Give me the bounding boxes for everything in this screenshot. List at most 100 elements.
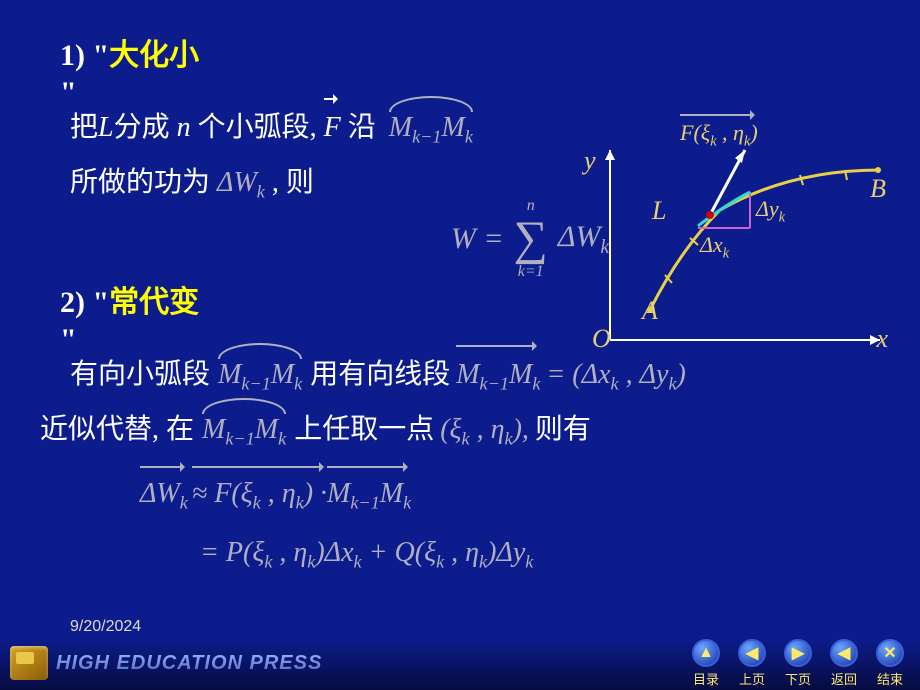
- x-axis-label: x: [876, 324, 888, 354]
- s: k: [296, 493, 304, 513]
- t: 分成: [114, 112, 170, 143]
- A-label: A: [642, 296, 658, 326]
- t: ): [750, 120, 757, 145]
- B-label: B: [870, 174, 886, 204]
- W-eq: W =: [451, 222, 504, 256]
- arc2: Mk−1Mk: [218, 351, 302, 400]
- s: k: [505, 428, 513, 448]
- sigma-symbol: ∑: [514, 212, 548, 265]
- dx-label: Δxk: [700, 232, 729, 262]
- quote-open: ": [93, 39, 110, 72]
- brand-text: HIGH EDUCATION PRESS: [56, 652, 322, 675]
- s: k: [354, 551, 362, 571]
- t: , η: [261, 478, 296, 509]
- t: 上任取一点: [294, 406, 434, 454]
- t: , η: [470, 414, 505, 445]
- M: M: [442, 112, 465, 143]
- s: k: [294, 374, 302, 394]
- nav-toc-button[interactable]: ▲ 目录: [692, 639, 720, 688]
- t: 用有向线段: [310, 351, 450, 399]
- s: k: [253, 493, 261, 513]
- s: k: [532, 374, 540, 394]
- M: M: [202, 414, 225, 445]
- L-label: L: [652, 196, 666, 226]
- quote-open2: ": [93, 286, 110, 319]
- M: M: [509, 359, 532, 390]
- s: k: [723, 245, 729, 261]
- arc3: Mk−1Mk: [202, 406, 286, 455]
- n: n: [170, 112, 198, 143]
- close-icon: ✕: [876, 639, 904, 667]
- point: (ξk , ηk),: [440, 406, 529, 455]
- F: F: [324, 112, 341, 143]
- eq-paren: = (Δxk , Δyk): [546, 351, 685, 400]
- t: ),: [513, 414, 529, 445]
- t: ) ·: [304, 478, 327, 509]
- nav-end-button[interactable]: ✕ 结束: [876, 639, 904, 688]
- formula-line1: ΔWk ≈ F(ξk , ηk) · Mk−1Mk: [140, 470, 880, 519]
- sigma-bot: k=1: [518, 263, 544, 281]
- t: ≈ F(ξ: [192, 478, 253, 509]
- t: M: [327, 478, 350, 509]
- formula-line2: = P(ξk , ηk)Δxk + Q(ξk , ηk)Δyk: [200, 529, 880, 578]
- s: k−1: [350, 493, 379, 513]
- t: (ξ: [440, 414, 461, 445]
- nav-label: 下页: [785, 669, 811, 688]
- t: ): [677, 359, 686, 390]
- t: 个小弧段,: [198, 112, 317, 143]
- nav-prev-button[interactable]: ◀ 上页: [738, 639, 766, 688]
- t: ΔW: [217, 167, 257, 198]
- sigma-top: n: [527, 197, 535, 215]
- curve-diagram: y x O L A B F(ξk , ηk) Δyk Δxk: [590, 100, 890, 350]
- nav-buttons: ▲ 目录 ◀ 上页 ▶ 下页 ◀ 返回 ✕ 结束: [692, 639, 904, 688]
- s: k: [611, 374, 619, 394]
- t: M: [380, 478, 403, 509]
- nav-label: 目录: [693, 669, 719, 688]
- triangle-left-icon: ◀: [738, 639, 766, 667]
- F-label: F(ξk , ηk): [680, 120, 758, 150]
- nav-back-button[interactable]: ◀ 返回: [830, 639, 858, 688]
- brand: HIGH EDUCATION PRESS: [10, 646, 322, 680]
- s: k: [180, 493, 188, 513]
- sec1-title: 大化小: [109, 39, 199, 72]
- sigma-icon: n ∑ k=1: [514, 215, 548, 263]
- section1-heading: 1) "大化小: [60, 30, 880, 74]
- t: = P(ξ: [200, 537, 264, 568]
- t: , η: [717, 120, 744, 145]
- dWk: ΔWk: [217, 167, 265, 198]
- nav-label: 结束: [877, 669, 903, 688]
- triangle-right-icon: ▶: [784, 639, 812, 667]
- s: k: [257, 181, 265, 201]
- M: M: [255, 414, 278, 445]
- triangle-left-icon: ◀: [830, 639, 858, 667]
- t: 近似代替, 在: [40, 406, 194, 454]
- footer-bar: HIGH EDUCATION PRESS ▲ 目录 ◀ 上页 ▶ 下页 ◀ 返回…: [0, 638, 920, 690]
- M: M: [456, 359, 479, 390]
- dy-label: Δyk: [756, 196, 785, 226]
- dW-arrow: ΔWk: [140, 470, 188, 519]
- t: 把: [70, 112, 98, 143]
- t: ΔW: [140, 478, 180, 509]
- s: k−1: [480, 374, 509, 394]
- nav-label: 返回: [831, 669, 857, 688]
- s: k: [779, 209, 785, 225]
- t: 则有: [535, 406, 591, 454]
- t: Δy: [756, 196, 779, 221]
- slide-date: 9/20/2024: [70, 618, 141, 636]
- seg1: Mk−1Mk: [456, 351, 540, 400]
- brand-icon: [10, 646, 48, 680]
- t: Δx: [700, 232, 723, 257]
- M: M: [218, 359, 241, 390]
- M: M: [271, 359, 294, 390]
- nav-next-button[interactable]: ▶ 下页: [784, 639, 812, 688]
- origin-label: O: [592, 324, 611, 354]
- t: 沿: [348, 112, 376, 143]
- sec2-title: 常代变: [109, 286, 199, 319]
- sec2-num: 2): [60, 286, 85, 319]
- t: F(ξ: [680, 120, 710, 145]
- s: k: [462, 428, 470, 448]
- s: k−1: [412, 127, 441, 147]
- F-arrow: F: [324, 104, 341, 152]
- sec1-num: 1): [60, 39, 85, 72]
- slide-content: 1) "大化小 " 把L分成 n 个小弧段, F 沿 Mk−1Mk 所做的功为 …: [0, 0, 920, 690]
